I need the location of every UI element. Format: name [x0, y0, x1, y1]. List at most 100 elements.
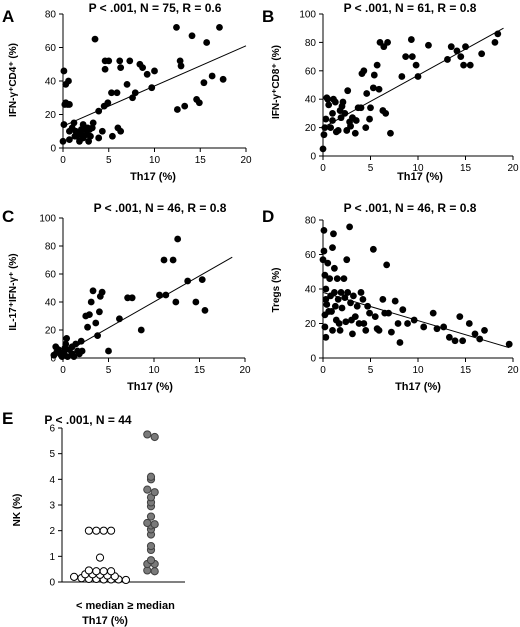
panel-c-ylabel: IL-17⁺IFN-γ⁺ (%): [8, 253, 19, 330]
panel-label-c: C: [2, 207, 14, 226]
panel-d-data-point: [319, 256, 327, 264]
panel-a-data-point: [60, 121, 68, 128]
panel-d-data-point: [342, 318, 350, 326]
panel-d-data-point: [440, 323, 448, 331]
panel-b-data-point: [367, 104, 374, 112]
panel-b-data-point: [327, 124, 334, 131]
panel-c-data-point: [98, 288, 106, 296]
panel-d-data-point: [336, 327, 344, 334]
panel-c-x-tick-label: 5: [106, 365, 112, 376]
panel-d-data-point: [369, 245, 377, 253]
panel-a-y-tick-label: 0: [50, 144, 56, 155]
panel-d-data-point: [410, 316, 418, 324]
panel-a-data-point: [216, 24, 223, 31]
panel-a-data-point: [200, 79, 208, 87]
panel-c-data-point: [87, 298, 95, 306]
panel-d-data-point: [459, 337, 467, 345]
panel-e-category-label: ≥ median: [127, 600, 175, 612]
panel-b-y-tick-label: 100: [299, 10, 316, 21]
panel-d-data-point: [371, 313, 379, 320]
panel-e-data-point: [92, 567, 101, 576]
panel-e-xlabel: Th17 (%): [82, 615, 128, 627]
panel-a-data-point: [126, 57, 134, 65]
panel-a-data-point: [109, 132, 116, 140]
panel-c-data-point: [72, 340, 80, 348]
panel-d-data-point: [340, 275, 348, 283]
panel-d-x-tick-label: 15: [460, 365, 472, 376]
panel-a-data-point: [131, 89, 139, 97]
panel-d-x-tick-label: 0: [320, 365, 326, 376]
panel-a-data-point: [151, 67, 158, 75]
panel-a-x-tick-label: 20: [240, 155, 252, 166]
panel-d-data-point: [329, 327, 336, 334]
panel-a-data-point: [173, 24, 180, 31]
panel-e-data-point: [92, 526, 101, 535]
panel-c-data-point: [70, 353, 78, 360]
panel-d-data-point: [324, 259, 332, 267]
panel-d-data-point: [341, 294, 349, 302]
panel-b-data-point: [324, 95, 332, 103]
panel-d-y-tick-label: 20: [305, 319, 317, 330]
panel-b-plot: 0 20 40 60 80 100 0 5 10 15 20: [299, 10, 519, 175]
panel-d-data-point: [399, 306, 407, 314]
panel-c-data-point: [57, 351, 65, 359]
panel-a-data-point: [85, 137, 93, 145]
panel-label-e: E: [2, 409, 13, 428]
panel-b-data-point: [329, 110, 336, 117]
panel-d-data-point: [481, 327, 488, 334]
panel-a-x-tick-label: 0: [60, 155, 66, 166]
panel-e-data-point: [99, 567, 108, 576]
panel-a-data-point: [104, 99, 112, 107]
panel-b-data-point: [329, 117, 336, 124]
panel-b-data-point: [357, 104, 365, 112]
panel-a-data-point: [66, 136, 73, 144]
panel-e-data-point: [150, 567, 159, 576]
panel-b-y-tick-label: 40: [305, 95, 317, 106]
panel-d: D P < .001, N = 46, R = 0.8 Tregs (%) Th…: [262, 201, 519, 393]
panel-d-plot: 0 20 40 60 80 0 5 10 15 20: [305, 216, 519, 377]
panel-d-y-tick-label: 0: [310, 354, 316, 365]
panel-e-data-point: [70, 572, 79, 581]
panel-b-data-point: [362, 124, 370, 131]
panel-d-data-point: [465, 320, 473, 327]
panel-c-title: P < .001, N = 46, R = 0.8: [94, 201, 227, 215]
panel-b-data-point: [334, 127, 342, 134]
panel-d-data-point: [333, 275, 341, 283]
panel-c-plot: 0 20 40 60 80 100 0 5 10 15 20: [39, 214, 251, 377]
panel-a-data-point: [188, 32, 196, 40]
panel-d-data-point: [379, 295, 387, 303]
panel-d-data-point: [321, 323, 329, 331]
panel-d-data-point: [357, 289, 365, 296]
panel-e-data-point: [150, 432, 159, 442]
panel-d-data-point: [335, 320, 343, 327]
panel-b-data-point: [407, 36, 415, 43]
panel-c-xlabel: Th17 (%): [127, 381, 173, 393]
panel-a: A P < .001, N = 75, R = 0.6 IFN-γ⁺CD4⁺ (…: [2, 1, 252, 183]
panel-a-data-point: [208, 72, 216, 80]
panel-d-data-point: [364, 302, 372, 310]
panel-e-data-point: [146, 472, 156, 481]
panel-b-data-point: [478, 50, 486, 58]
panel-b-data-point: [414, 73, 422, 80]
panel-a-data-point: [181, 102, 189, 110]
panel-d-data-point: [320, 247, 328, 255]
panel-a-data-point: [75, 131, 82, 139]
panel-e-y-tick-label: 4: [49, 475, 55, 486]
panel-d-data-point: [322, 295, 330, 303]
panel-b-data-point: [373, 61, 381, 69]
panel-d-data-point: [353, 302, 361, 310]
panel-d-data-point: [429, 309, 437, 317]
panel-e-data-point: [84, 566, 94, 575]
panel-d-data-point: [445, 333, 453, 341]
panel-b-data-point: [363, 90, 371, 97]
panel-d-xlabel: Th17 (%): [395, 381, 441, 393]
panel-a-ylabel: IFN-γ⁺CD4⁺ (%): [8, 43, 19, 117]
panel-d-data-point: [404, 320, 411, 327]
panel-c-y-tick-label: 20: [45, 326, 57, 337]
panel-a-data-point: [117, 64, 125, 71]
panel-e-y-tick-label: 6: [49, 424, 55, 435]
panel-b-data-point: [344, 87, 352, 95]
panel-b-data-point: [382, 110, 390, 117]
panel-d-data-point: [331, 289, 338, 296]
panel-b: B P < .001, N = 61, R = 0.8 IFN-γ⁺CD8⁺ (…: [262, 1, 519, 183]
